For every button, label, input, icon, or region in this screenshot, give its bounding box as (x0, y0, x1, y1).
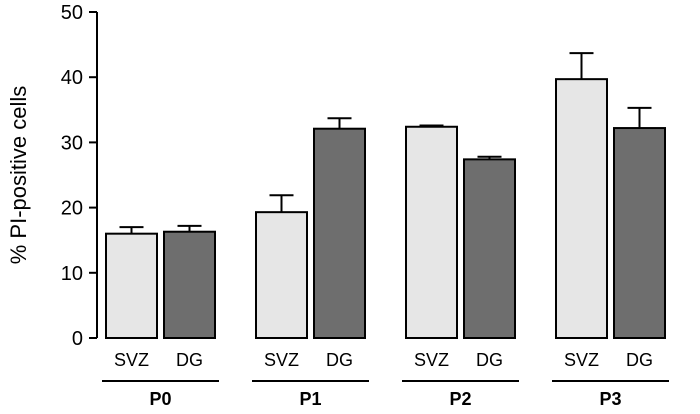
bars (105, 52, 666, 339)
x-category-label: DG (626, 350, 653, 370)
y-tick-label: 30 (61, 132, 83, 154)
bar-p1-dg (313, 127, 366, 339)
y-tick-label: 20 (61, 198, 83, 220)
x-category-label: SVZ (264, 350, 299, 370)
x-group-label: P3 (599, 389, 621, 409)
x-group-label: P1 (299, 389, 321, 409)
x-category-label: SVZ (414, 350, 449, 370)
bar-p1-svz (255, 211, 308, 339)
x-group-label: P0 (149, 389, 171, 409)
y-tick-label: 50 (61, 2, 83, 24)
x-category-label: DG (176, 350, 203, 370)
x-category-label: SVZ (114, 350, 149, 370)
x-category-label: SVZ (564, 350, 599, 370)
bar-p3-dg (613, 127, 666, 339)
bar-p0-svz (105, 232, 158, 339)
bar-p2-svz (405, 125, 458, 339)
bar-p2-dg (463, 158, 516, 339)
y-axis-title: % PI-positive cells (6, 86, 31, 265)
x-category-label: DG (476, 350, 503, 370)
bar-p3-svz (555, 78, 608, 339)
y-tick-label: 40 (61, 67, 83, 89)
x-category-label: DG (326, 350, 353, 370)
x-group-label: P2 (449, 389, 471, 409)
bar-p0-dg (163, 230, 216, 339)
y-tick-label: 10 (61, 263, 83, 285)
y-tick-label: 0 (72, 328, 83, 350)
y-axis: 0 10 20 30 40 50 (61, 2, 98, 350)
